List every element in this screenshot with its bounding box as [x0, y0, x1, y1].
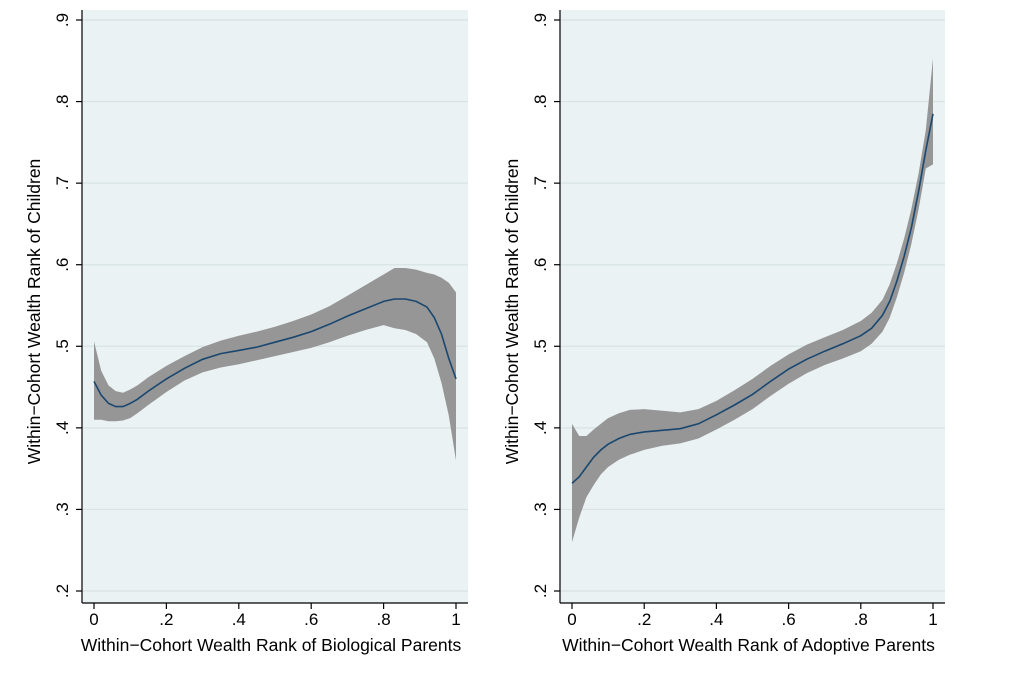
y-axis-ticks: .2 .3 .4 .5 .6 .7 .8 .9: [531, 13, 560, 598]
x-axis-title: Within−Cohort Wealth Rank of Adoptive Pa…: [562, 635, 935, 655]
x-tick-label: 0: [567, 610, 576, 629]
y-tick-label: .2: [531, 584, 550, 598]
y-axis-ticks: .2 .3 .4 .5 .6 .7 .8 .9: [53, 13, 82, 598]
y-tick-label: .3: [531, 502, 550, 516]
x-tick-label: 1: [451, 610, 460, 629]
fitted-line: [93, 298, 457, 408]
x-tick-label: .8: [377, 610, 391, 629]
x-tick-label: .4: [709, 610, 723, 629]
y-tick-label: .8: [531, 94, 550, 108]
y-tick-label: .8: [53, 94, 72, 108]
y-tick-label: .3: [53, 502, 72, 516]
y-tick-label: .6: [53, 258, 72, 272]
fitted-line: [571, 113, 934, 484]
x-axis-ticks: 0 .2 .4 .6 .8 1: [89, 603, 461, 629]
x-tick-label: .4: [232, 610, 246, 629]
y-tick-label: .7: [531, 176, 550, 190]
x-tick-label: .2: [159, 610, 173, 629]
x-tick-label: 0: [89, 610, 98, 629]
y-tick-label: .6: [531, 258, 550, 272]
y-axis-title: Within−Cohort Wealth Rank of Children: [502, 159, 522, 465]
y-tick-label: .5: [531, 339, 550, 353]
chart-panel-biological-parents: .2 .3 .4 .5 .6 .7 .8 .9 0 .2 .4 .6 .8 1 Within−Cohor…: [24, 10, 468, 655]
y-tick-label: .9: [531, 13, 550, 27]
x-axis-title: Within−Cohort Wealth Rank of Biological …: [81, 635, 462, 655]
x-tick-label: 1: [928, 610, 937, 629]
y-tick-label: .2: [53, 584, 72, 598]
x-tick-label: .6: [782, 610, 796, 629]
x-tick-label: .2: [637, 610, 651, 629]
x-tick-label: .6: [304, 610, 318, 629]
gridlines: [82, 19, 468, 592]
y-axis-title: Within−Cohort Wealth Rank of Children: [24, 159, 44, 465]
y-tick-label: .4: [53, 421, 72, 435]
y-tick-label: .7: [53, 176, 72, 190]
y-tick-label: .4: [531, 421, 550, 435]
x-axis-ticks: 0 .2 .4 .6 .8 1: [567, 603, 938, 629]
y-tick-label: .5: [53, 339, 72, 353]
y-tick-label: .9: [53, 13, 72, 27]
x-tick-label: .8: [854, 610, 868, 629]
chart-panel-adoptive-parents: .2 .3 .4 .5 .6 .7 .8 .9 0 .2 .4 .6 .8 1 Within−Cohor…: [502, 10, 945, 655]
confidence-band: [572, 58, 933, 543]
confidence-band: [94, 268, 456, 461]
